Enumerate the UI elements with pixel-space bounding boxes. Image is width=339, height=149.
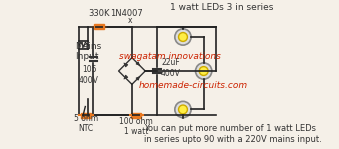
Text: 1N4007: 1N4007	[111, 9, 143, 18]
Circle shape	[175, 29, 191, 45]
Text: 22uF
400V: 22uF 400V	[161, 58, 181, 78]
FancyBboxPatch shape	[94, 24, 104, 29]
Text: 1 watt LEDs 3 in series: 1 watt LEDs 3 in series	[170, 3, 273, 12]
Text: swagatam innovations: swagatam innovations	[119, 52, 221, 61]
Circle shape	[179, 105, 187, 114]
Circle shape	[175, 101, 191, 118]
Circle shape	[179, 32, 187, 41]
Text: 105
400V: 105 400V	[79, 65, 99, 84]
FancyBboxPatch shape	[132, 113, 141, 118]
Circle shape	[199, 67, 208, 75]
Text: 330K: 330K	[88, 9, 110, 18]
Text: homemade-circuits.com: homemade-circuits.com	[139, 81, 248, 90]
Text: You can put more number of 1 watt LEDs
in series upto 90 with a 220V mains input: You can put more number of 1 watt LEDs i…	[144, 124, 322, 144]
Text: x: x	[128, 16, 133, 25]
Text: Mains
Input: Mains Input	[75, 42, 101, 62]
FancyBboxPatch shape	[81, 113, 91, 118]
Circle shape	[196, 63, 212, 79]
Text: 100 ohm
1 watt: 100 ohm 1 watt	[119, 117, 153, 136]
Text: 5 ohm
NTC: 5 ohm NTC	[74, 114, 98, 133]
